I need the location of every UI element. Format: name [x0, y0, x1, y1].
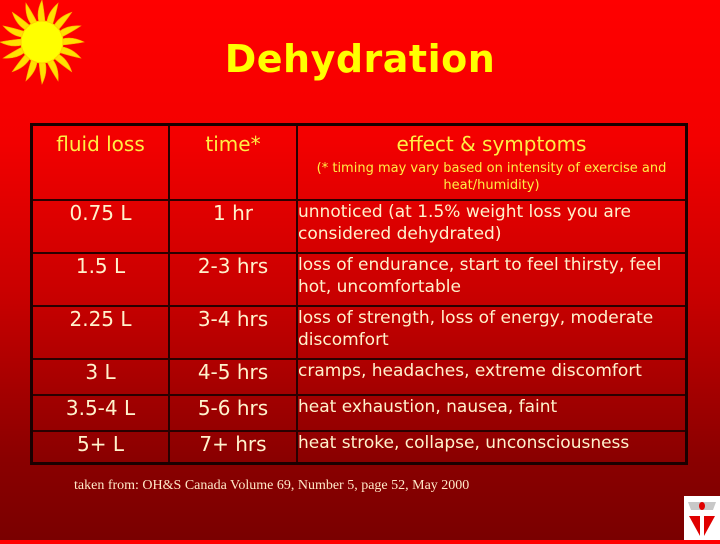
- time-cell: 4-5 hrs: [168, 358, 298, 396]
- effect-cell: heat exhaustion, nausea, faint: [296, 394, 688, 432]
- table-row: 5+ L 7+ hrs heat stroke, collapse, uncon…: [30, 430, 688, 465]
- table-row: 0.75 L 1 hr unnoticed (at 1.5% weight lo…: [30, 199, 688, 254]
- effect-cell: unnoticed (at 1.5% weight loss you are c…: [296, 199, 688, 254]
- table-row: 1.5 L 2-3 hrs loss of endurance, start t…: [30, 252, 688, 307]
- header-effect-label: effect & symptoms: [396, 132, 587, 156]
- fluid-loss-cell: 0.75 L: [30, 199, 170, 254]
- fluid-loss-cell: 3.5-4 L: [30, 394, 170, 432]
- fluid-loss-cell: 3 L: [30, 358, 170, 396]
- effect-cell: loss of strength, loss of energy, modera…: [296, 305, 688, 360]
- fluid-loss-cell: 5+ L: [30, 430, 170, 465]
- time-cell: 5-6 hrs: [168, 394, 298, 432]
- organization-logo-icon: [684, 496, 720, 540]
- table-row: 3 L 4-5 hrs cramps, headaches, extreme d…: [30, 358, 688, 396]
- header-fluid-loss-label: fluid loss: [56, 132, 145, 156]
- time-cell: 1 hr: [168, 199, 298, 254]
- time-cell: 2-3 hrs: [168, 252, 298, 307]
- source-citation: taken from: OH&S Canada Volume 69, Numbe…: [74, 478, 470, 493]
- sun-icon: [0, 0, 85, 85]
- time-cell: 3-4 hrs: [168, 305, 298, 360]
- table-row: 3.5-4 L 5-6 hrs heat exhaustion, nausea,…: [30, 394, 688, 432]
- header-time: time*: [168, 123, 298, 201]
- effect-cell: cramps, headaches, extreme discomfort: [296, 358, 688, 396]
- timing-note: (* timing may vary based on intensity of…: [316, 161, 667, 193]
- effect-cell: heat stroke, collapse, unconsciousness: [296, 430, 688, 465]
- table-row: 2.25 L 3-4 hrs loss of strength, loss of…: [30, 305, 688, 360]
- header-effect: effect & symptoms (* timing may vary bas…: [296, 123, 688, 201]
- header-time-label: time*: [205, 132, 261, 156]
- effect-cell: loss of endurance, start to feel thirsty…: [296, 252, 688, 307]
- fluid-loss-cell: 2.25 L: [30, 305, 170, 360]
- slide-title: Dehydration: [224, 37, 496, 81]
- header-fluid-loss: fluid loss: [30, 123, 170, 201]
- fluid-loss-cell: 1.5 L: [30, 252, 170, 307]
- time-cell: 7+ hrs: [168, 430, 298, 465]
- table-header-row: fluid loss time* effect & symptoms (* ti…: [30, 123, 688, 201]
- dehydration-table: fluid loss time* effect & symptoms (* ti…: [30, 123, 688, 465]
